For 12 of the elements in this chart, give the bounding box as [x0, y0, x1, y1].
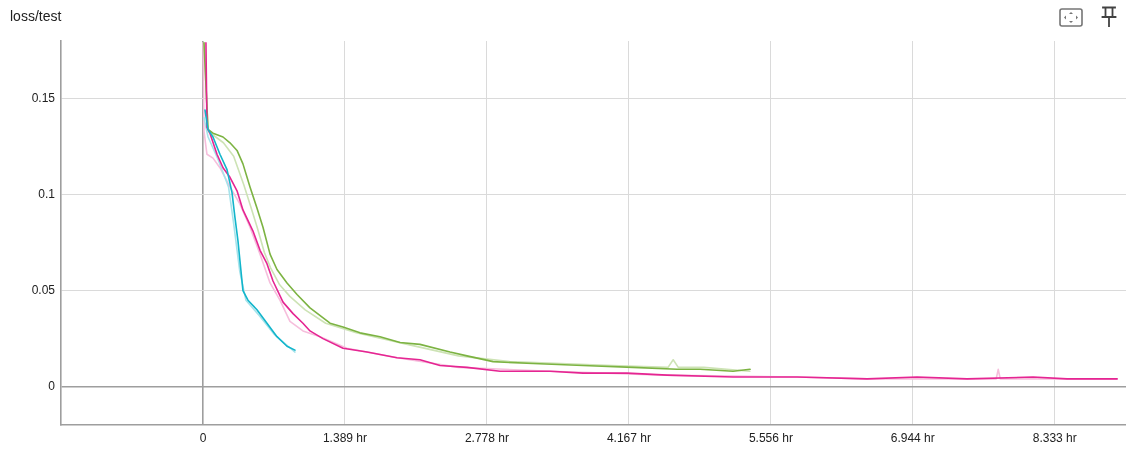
x-tick-label: 4.167 hr	[606, 430, 651, 445]
x-tick-label: 5.556 hr	[748, 430, 793, 445]
x-tick-label: 1.389 hr	[322, 430, 367, 445]
x-tick-label: 2.778 hr	[464, 430, 509, 445]
x-tick-label: 0	[199, 430, 207, 445]
x-tick-label: 6.944 hr	[890, 430, 935, 445]
y-tick-label: 0.05	[31, 282, 56, 297]
y-tick-label: 0	[48, 378, 56, 393]
y-tick-label: 0.1	[38, 186, 56, 201]
y-tick-label: 0.15	[31, 90, 56, 105]
x-tick-label: 8.333 hr	[1032, 430, 1077, 445]
chart-title: loss/test	[10, 8, 62, 24]
